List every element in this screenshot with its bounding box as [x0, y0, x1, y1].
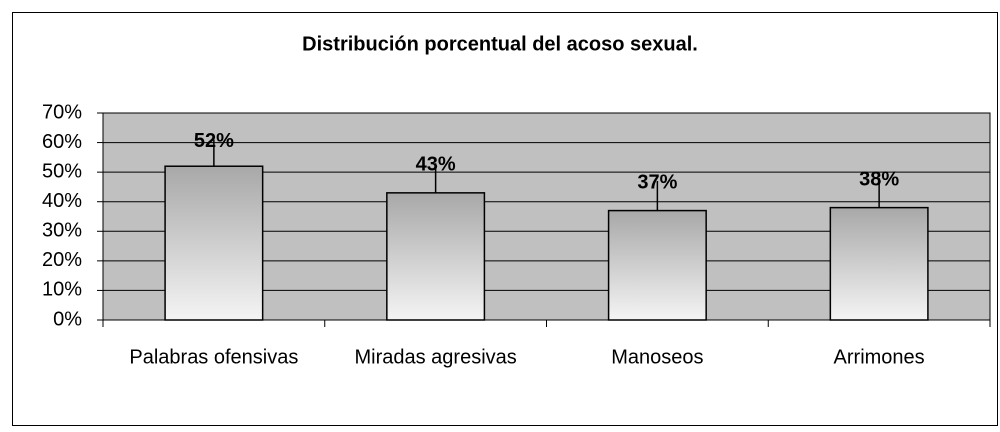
x-tick-label: Miradas agresivas — [354, 346, 516, 368]
x-tick-label: Manoseos — [611, 346, 703, 368]
y-tick-label: 20% — [42, 249, 82, 271]
bar — [829, 206, 929, 321]
y-tick-label: 10% — [42, 279, 82, 301]
y-tick-label: 60% — [42, 131, 82, 153]
value-label: 43% — [416, 154, 456, 176]
value-label: 38% — [859, 168, 899, 190]
value-label: 37% — [637, 171, 677, 193]
x-tick-label: Arrimones — [834, 346, 925, 368]
bar — [607, 209, 707, 321]
y-tick-label: 70% — [42, 101, 82, 123]
chart-title: Distribución porcentual del acoso sexual… — [302, 33, 698, 55]
value-label: 52% — [194, 130, 234, 152]
bar — [164, 165, 264, 321]
x-tick-label: Palabras ofensivas — [129, 346, 298, 368]
y-tick-label: 50% — [42, 160, 82, 182]
bar — [386, 192, 486, 321]
y-tick-label: 30% — [42, 220, 82, 242]
y-tick-label: 40% — [42, 190, 82, 212]
y-tick-label: 0% — [53, 308, 82, 330]
